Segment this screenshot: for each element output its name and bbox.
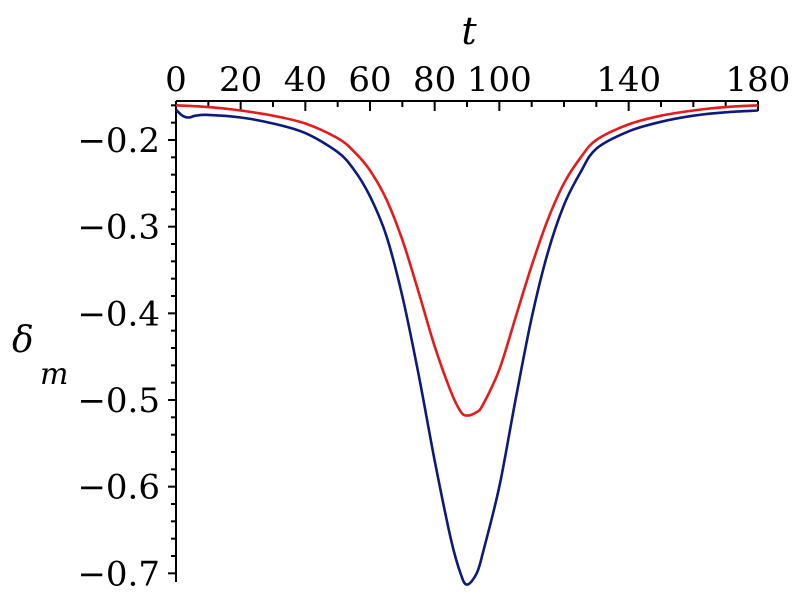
x-tick-label: 100 [467, 60, 532, 100]
axis-ticks [168, 101, 759, 575]
y-tick-label: −0.6 [77, 468, 160, 508]
axes [175, 100, 758, 582]
x-tick-label: 180 [726, 60, 791, 100]
y-tick-label: −0.5 [77, 381, 160, 421]
tick-labels: 0 20 40 60 80 100 140 180 −0.2 −0.3 −0.4 −0.5 −0.6 −0… [77, 60, 790, 594]
x-tick-label: 140 [596, 60, 661, 100]
y-tick-label: −0.2 [77, 121, 160, 161]
series-line-2 [175, 108, 759, 586]
x-tick-label: 40 [284, 60, 327, 100]
series-lines [175, 104, 759, 586]
x-tick-label: 0 [165, 60, 187, 100]
y-tick-label: −0.7 [77, 554, 160, 594]
x-tick-label: 80 [413, 60, 456, 100]
x-tick-label: 60 [348, 60, 391, 100]
axis-titles: t δ m [12, 9, 477, 392]
y-axis-title-subscript: m [40, 357, 68, 392]
y-tick-label: −0.4 [77, 294, 160, 334]
y-tick-label: −0.3 [77, 208, 160, 248]
series-line-1 [175, 104, 759, 417]
y-axis-title: δ [12, 320, 34, 361]
x-axis-title: t [461, 9, 477, 53]
x-tick-label: 20 [219, 60, 262, 100]
